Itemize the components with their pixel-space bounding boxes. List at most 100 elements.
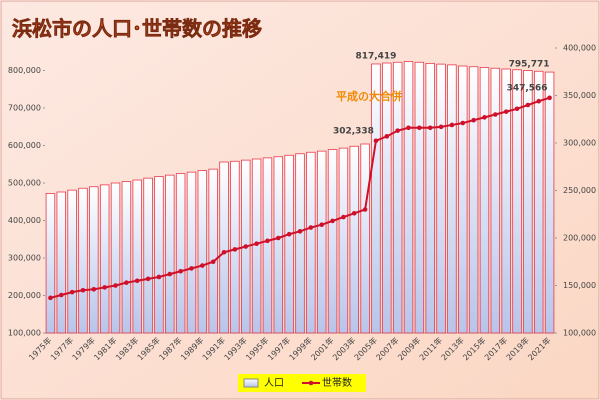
bar xyxy=(110,182,121,334)
bar xyxy=(479,67,490,334)
line-point xyxy=(254,241,259,246)
bar-value-label: 795,771 xyxy=(509,60,550,70)
line-point xyxy=(503,109,509,114)
bar xyxy=(306,151,316,334)
bar xyxy=(186,171,197,334)
bar xyxy=(316,150,327,334)
bar xyxy=(523,70,533,334)
y2-tick-label: 300,000 xyxy=(563,139,596,148)
line-point xyxy=(308,225,314,230)
line-point xyxy=(351,211,357,216)
line-point xyxy=(471,117,476,123)
line-point xyxy=(80,287,86,293)
y-tick-label: 800,000 xyxy=(8,66,41,75)
line-point xyxy=(124,280,129,285)
line-point xyxy=(438,124,444,130)
bar xyxy=(262,157,273,334)
bar xyxy=(512,69,522,334)
bar xyxy=(327,149,338,334)
line-point xyxy=(406,125,411,131)
bar xyxy=(273,156,284,334)
bar xyxy=(382,62,392,334)
bar xyxy=(45,193,56,334)
bar xyxy=(121,181,132,334)
line-point xyxy=(536,98,542,104)
bar xyxy=(468,66,479,334)
line-point xyxy=(200,263,205,268)
chart-title: 浜松市の人口･世帯数の推移 xyxy=(12,17,262,41)
legend-label: 世帯数 xyxy=(322,376,352,389)
line-value-label: 347,566 xyxy=(507,83,548,93)
bar xyxy=(403,61,414,334)
bar xyxy=(251,158,262,334)
bar xyxy=(208,168,218,334)
y2-tick-label: 100,000 xyxy=(563,329,596,338)
line-point xyxy=(373,138,379,144)
line-point xyxy=(460,120,466,126)
y-tick-label: 100,000 xyxy=(8,329,41,338)
bar xyxy=(447,64,457,334)
bar xyxy=(132,179,142,334)
line-point xyxy=(91,287,97,292)
line-value-label: 302,338 xyxy=(333,126,374,136)
bar xyxy=(533,70,544,334)
line-point xyxy=(167,271,173,277)
line-point xyxy=(210,259,216,265)
line-point xyxy=(417,125,422,131)
bar xyxy=(78,187,88,334)
line-point xyxy=(395,128,400,133)
y-tick-label: 500,000 xyxy=(8,179,41,188)
line-point xyxy=(189,266,194,271)
line-point xyxy=(58,292,64,298)
line-point xyxy=(156,274,162,280)
line-point xyxy=(362,207,368,212)
bar xyxy=(175,173,186,334)
y2-tick-label: 250,000 xyxy=(563,186,596,195)
line-point xyxy=(286,231,292,237)
line-point xyxy=(482,115,487,120)
bar xyxy=(458,65,468,334)
line-point xyxy=(265,238,270,244)
bar xyxy=(154,176,164,334)
bar xyxy=(392,61,403,334)
annotation: 平成の大合併 xyxy=(336,89,402,103)
y2-tick-label: 150,000 xyxy=(563,281,596,290)
legend-label: 人口 xyxy=(264,377,284,389)
bar xyxy=(56,191,67,334)
bar xyxy=(349,145,359,334)
bar xyxy=(89,186,99,334)
y-tick-label: 700,000 xyxy=(8,104,41,113)
y-tick-label: 600,000 xyxy=(8,141,41,150)
bar xyxy=(197,170,208,334)
y-tick-label: 400,000 xyxy=(8,216,41,225)
line-point xyxy=(221,249,227,255)
line-point xyxy=(514,106,520,112)
bar xyxy=(67,189,77,334)
bar xyxy=(414,61,425,334)
line-point xyxy=(547,95,552,101)
bar xyxy=(338,147,349,334)
line-point xyxy=(113,283,118,288)
bar xyxy=(284,154,294,334)
bar xyxy=(360,143,370,334)
bar xyxy=(371,63,381,334)
line-point xyxy=(493,112,498,117)
bar xyxy=(143,177,153,334)
line-point xyxy=(341,214,346,220)
bar xyxy=(295,153,305,334)
bar xyxy=(99,184,110,334)
legend-swatch xyxy=(308,380,314,386)
bar xyxy=(490,67,501,334)
y-tick-label: 300,000 xyxy=(8,254,41,263)
bar xyxy=(501,68,511,334)
line-point xyxy=(232,247,238,252)
y2-tick-label: 200,000 xyxy=(563,234,596,243)
bar xyxy=(165,174,175,334)
bar-value-label: 817,419 xyxy=(355,51,396,61)
y-tick-label: 200,000 xyxy=(8,291,41,300)
y2-tick-label: 350,000 xyxy=(563,91,596,100)
bar xyxy=(544,71,555,334)
line-point xyxy=(178,268,183,274)
line-point xyxy=(48,295,53,301)
